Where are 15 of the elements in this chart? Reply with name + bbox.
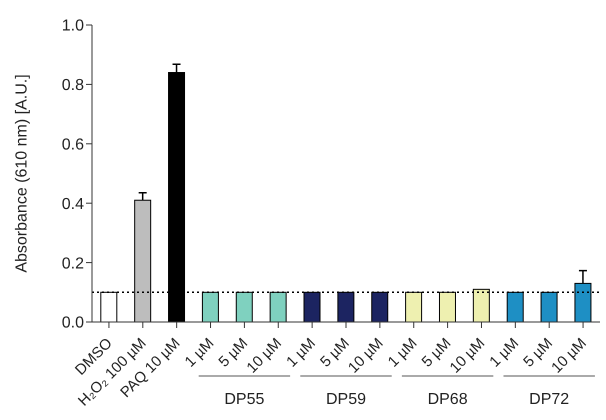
y-tick-label: 0.6 — [62, 136, 84, 154]
x-tick-label: 1 µM — [182, 334, 218, 371]
x-tick-label: 1 µM — [283, 334, 319, 371]
text: DP55 — [224, 391, 265, 408]
y-tick-label: 0.4 — [62, 196, 84, 213]
text: DP68 — [428, 391, 468, 408]
text: DP72 — [529, 391, 570, 408]
y-tick-label: 0.2 — [62, 255, 84, 272]
y-tick-label: 0.0 — [62, 314, 84, 332]
x-tick-label: 1 µM — [384, 334, 421, 371]
y-tick-label: 1.0 — [62, 18, 84, 35]
y-tick-label: 0.8 — [62, 77, 84, 94]
x-tick-label: 1 µM — [486, 334, 522, 371]
y-axis-title: Absorbance (610 nm) [A.U.] — [14, 74, 31, 273]
text: DP59 — [326, 391, 366, 408]
